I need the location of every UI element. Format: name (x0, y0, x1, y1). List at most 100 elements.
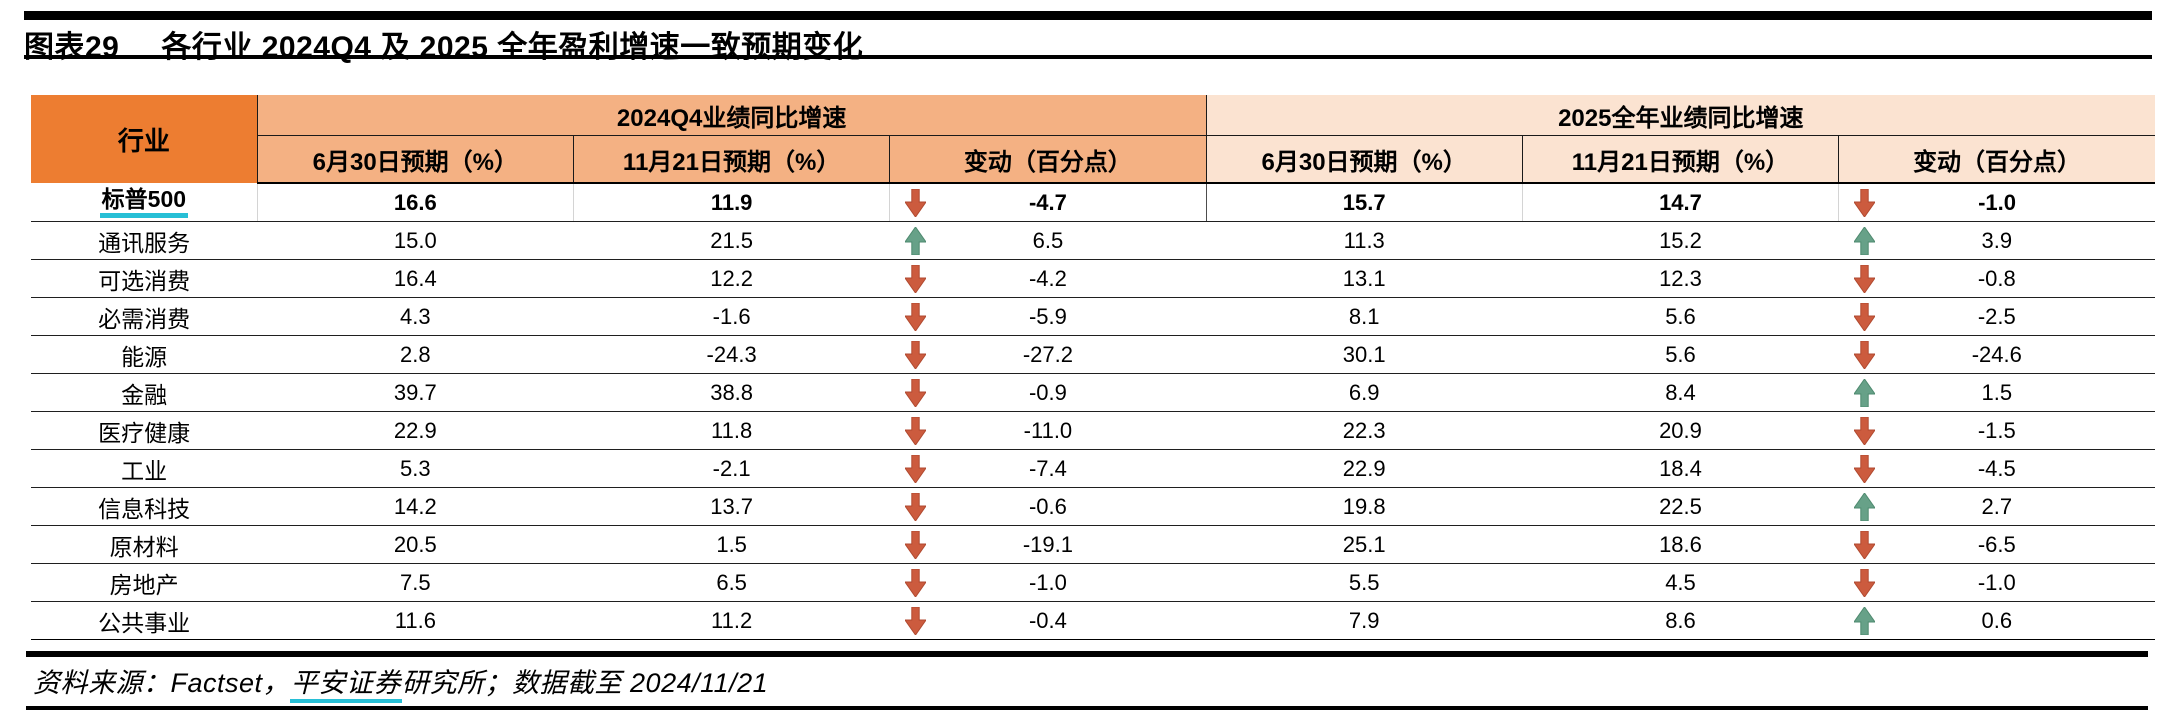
value-cell: 6.9 (1206, 373, 1523, 412)
industry-label: 医疗健康 (98, 419, 191, 446)
value-cell: 30.1 (1206, 335, 1523, 374)
change-value: -6.5 (1977, 531, 2016, 557)
table-row: 必需消费 4.3 -1.6 -5.9 8.1 5.6 -2.5 (31, 297, 2155, 336)
industry-label: 通讯服务 (98, 229, 191, 256)
source-note-prefix: 资料来源：Factset， (33, 668, 291, 698)
table-row: 能源 2.8 -24.3 -27.2 30.1 5.6 -24.6 (31, 335, 2155, 374)
down-arrow-icon (1853, 568, 1875, 597)
change-value: -0.9 (1028, 379, 1067, 405)
value-cell: 15.7 (1206, 183, 1523, 222)
value-cell: 15.2 (1522, 221, 1839, 260)
value-cell: 14.7 (1522, 183, 1840, 222)
industry-cell: 金融 (31, 373, 258, 412)
group-header-2025: 2025全年业绩同比增速 (1205, 95, 2155, 136)
value-cell: 5.5 (1206, 563, 1523, 602)
value-cell: 4.5 (1522, 563, 1839, 602)
change-value: -11.0 (1023, 417, 1073, 443)
change-value: -4.5 (1977, 455, 2016, 481)
industry-cell: 工业 (31, 449, 258, 488)
industry-label: 房地产 (109, 571, 179, 598)
table-row: 工业 5.3 -2.1 -7.4 22.9 18.4 -4.5 (31, 449, 2155, 488)
down-arrow-icon (904, 606, 926, 635)
change-cell: 0.6 (1838, 601, 2155, 640)
down-arrow-icon (1853, 416, 1875, 445)
change-value: -4.7 (1028, 189, 1067, 215)
industry-cell: 医疗健康 (31, 411, 258, 450)
change-cell: 2.7 (1838, 487, 2155, 526)
change-value: -5.9 (1028, 303, 1067, 329)
industry-label: 金融 (121, 381, 168, 408)
up-arrow-icon (1853, 378, 1875, 407)
table-row: 可选消费 16.4 12.2 -4.2 13.1 12.3 -0.8 (31, 259, 2155, 298)
value-cell: 11.6 (257, 601, 574, 640)
value-cell: -1.6 (573, 297, 890, 336)
down-arrow-icon (1853, 264, 1875, 293)
value-cell: 21.5 (573, 221, 890, 260)
change-cell: -27.2 (889, 335, 1207, 374)
change-value: -1.0 (1977, 569, 2016, 595)
change-cell: -0.8 (1838, 259, 2155, 298)
value-cell: 12.2 (573, 259, 890, 298)
change-value: -0.4 (1028, 607, 1067, 633)
change-cell: -24.6 (1838, 335, 2155, 374)
value-cell: 12.3 (1522, 259, 1839, 298)
change-cell: -4.2 (889, 259, 1207, 298)
change-cell: -6.5 (1838, 525, 2155, 564)
change-value: -19.1 (1022, 531, 1073, 557)
down-arrow-icon (904, 454, 926, 483)
column-header-industry: 行业 (31, 95, 258, 183)
change-value: -24.6 (1971, 341, 2022, 367)
industry-label: 能源 (121, 343, 168, 370)
value-cell: 4.3 (257, 297, 574, 336)
value-cell: 11.9 (573, 183, 891, 222)
value-cell: 18.4 (1522, 449, 1839, 488)
change-cell: -4.5 (1838, 449, 2155, 488)
value-cell: 6.5 (573, 563, 890, 602)
change-cell: -0.6 (889, 487, 1207, 526)
up-arrow-icon (1853, 226, 1875, 255)
source-note-suffix: 研究所；数据截至 2024/11/21 (402, 668, 769, 698)
column-header-fy-jun30: 6月30日预期（%） (1205, 135, 1523, 184)
industry-cell: 能源 (31, 335, 258, 374)
down-arrow-icon (904, 492, 926, 521)
down-arrow-icon (1853, 302, 1875, 331)
change-cell: -1.5 (1838, 411, 2155, 450)
value-cell: 11.8 (573, 411, 890, 450)
value-cell: 8.1 (1206, 297, 1523, 336)
industry-label: 信息科技 (98, 495, 191, 522)
table-row: 通讯服务 15.0 21.5 6.5 11.3 15.2 3.9 (31, 221, 2155, 260)
industry-label: 可选消费 (98, 267, 191, 294)
industry-label: 标普500 (99, 187, 189, 218)
value-cell: 5.3 (257, 449, 574, 488)
down-arrow-icon (904, 416, 926, 445)
industry-cell: 标普500 (31, 183, 258, 222)
change-value: -1.0 (1028, 569, 1067, 595)
table-row: 房地产 7.5 6.5 -1.0 5.5 4.5 -1.0 (31, 563, 2155, 602)
industry-cell: 房地产 (31, 563, 258, 602)
table-row: 标普500 16.6 11.9 -4.7 15.7 14.7 -1.0 (31, 183, 2155, 222)
value-cell: 16.4 (257, 259, 574, 298)
change-cell: -0.9 (889, 373, 1207, 412)
group-header-2024q4: 2024Q4业绩同比增速 (257, 95, 1207, 136)
value-cell: 16.6 (257, 183, 574, 222)
value-cell: 7.5 (257, 563, 574, 602)
source-note: 资料来源：Factset，平安证券研究所；数据截至 2024/11/21 (33, 661, 768, 703)
value-cell: 20.9 (1522, 411, 1839, 450)
change-value: -1.5 (1977, 417, 2016, 443)
down-arrow-icon (904, 378, 926, 407)
change-cell: -1.0 (1838, 183, 2155, 222)
industry-cell: 公共事业 (31, 601, 258, 640)
value-cell: 18.6 (1522, 525, 1839, 564)
down-arrow-icon (1854, 188, 1876, 217)
value-cell: 15.0 (257, 221, 574, 260)
industry-cell: 必需消费 (31, 297, 258, 336)
up-arrow-icon (1853, 606, 1875, 635)
column-header-fy-change: 变动（百分点） (1838, 135, 2155, 184)
industry-label: 工业 (121, 457, 168, 484)
table-row: 医疗健康 22.9 11.8 -11.0 22.3 20.9 -1.5 (31, 411, 2155, 450)
change-cell: -4.7 (889, 183, 1207, 222)
down-arrow-icon (904, 264, 926, 293)
column-header-fy-nov21: 11月21日预期（%） (1521, 135, 1839, 184)
table-row: 信息科技 14.2 13.7 -0.6 19.8 22.5 2.7 (31, 487, 2155, 526)
down-arrow-icon (904, 302, 926, 331)
